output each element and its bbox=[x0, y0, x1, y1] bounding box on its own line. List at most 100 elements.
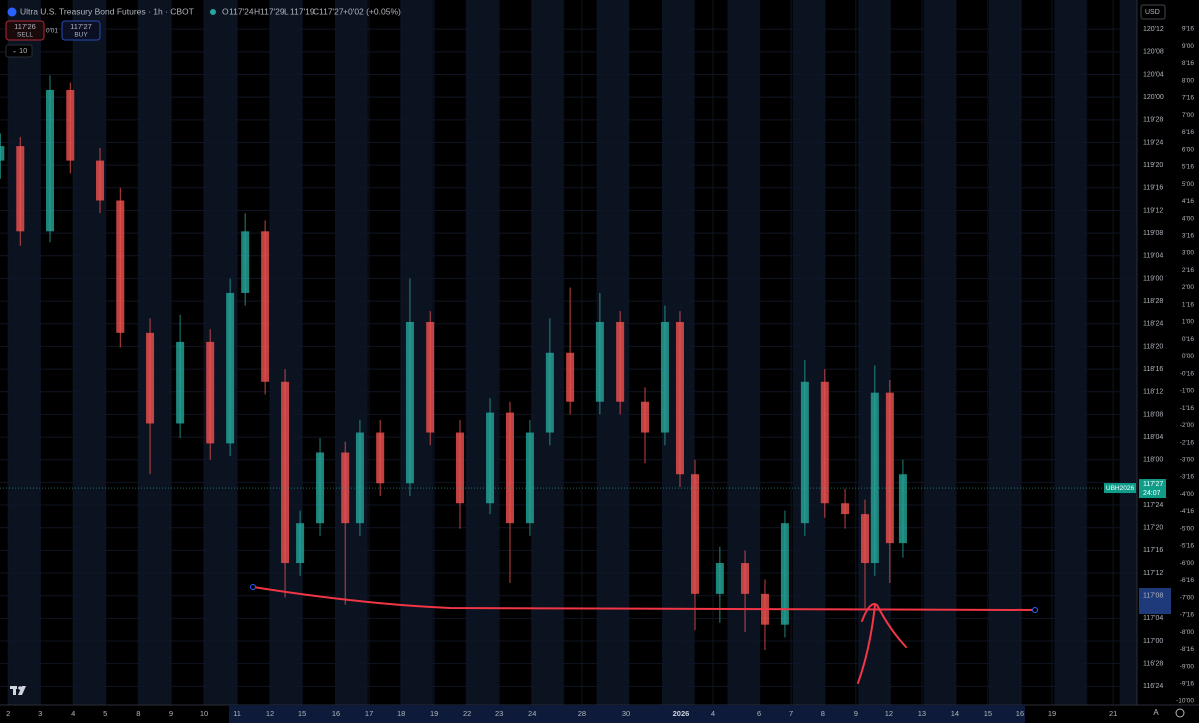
quantity[interactable]: 10 bbox=[19, 46, 27, 55]
x-tick-label: 12 bbox=[266, 709, 274, 718]
candle-body bbox=[426, 321, 435, 433]
y-tick-label: 118'08 bbox=[1143, 411, 1163, 418]
y-tick-label: 120'00 bbox=[1143, 94, 1164, 101]
settings-button[interactable] bbox=[1175, 708, 1185, 718]
candle-body bbox=[46, 89, 55, 232]
y-tick-label: 119'08 bbox=[1143, 230, 1163, 237]
secondary-tick-label: 4'00 bbox=[1182, 215, 1194, 222]
x-tick-label: 2026 bbox=[673, 709, 690, 718]
x-tick-label: 9 bbox=[854, 709, 858, 718]
candle-body bbox=[455, 432, 464, 504]
candle-body bbox=[316, 452, 325, 524]
secondary-tick-label: -9'16 bbox=[1180, 680, 1195, 687]
spread: 0'01 bbox=[46, 28, 58, 35]
candle-body bbox=[16, 146, 25, 232]
price-tag-bg bbox=[1139, 479, 1166, 499]
candle-body bbox=[355, 432, 364, 524]
secondary-tick-label: -5'00 bbox=[1180, 525, 1195, 532]
secondary-tick-label: -2'16 bbox=[1180, 439, 1195, 446]
buy-label[interactable]: BUY bbox=[74, 32, 88, 39]
candle-body bbox=[296, 523, 305, 564]
y-tick-label: 120'08 bbox=[1143, 49, 1164, 56]
ohlc-key: C bbox=[313, 6, 319, 16]
y-tick-label: 118'28 bbox=[1143, 298, 1163, 305]
x-tick-label: 15 bbox=[298, 709, 306, 718]
x-tick-label: 21 bbox=[1109, 709, 1117, 718]
secondary-tick-label: 3'00 bbox=[1182, 250, 1194, 257]
arrow-drawing bbox=[857, 603, 907, 684]
currency-button[interactable] bbox=[1140, 4, 1166, 20]
candle-body bbox=[660, 321, 669, 433]
candle-body bbox=[176, 341, 185, 424]
time-range-highlight bbox=[229, 705, 1025, 723]
candle-body bbox=[595, 321, 604, 402]
x-tick-label: 4 bbox=[71, 709, 75, 718]
candle-body bbox=[116, 200, 125, 333]
candle-body bbox=[66, 89, 75, 161]
market-status bbox=[210, 9, 216, 15]
x-tick-label: 8 bbox=[136, 709, 140, 718]
auto-scale-button[interactable]: A bbox=[1153, 708, 1159, 717]
secondary-tick-label: 5'00 bbox=[1182, 181, 1194, 188]
x-tick-label: 19 bbox=[430, 709, 438, 718]
secondary-tick-label: 1'00 bbox=[1182, 319, 1194, 326]
sell-label[interactable]: SELL bbox=[17, 32, 33, 39]
y-tick-label: 117'12 bbox=[1143, 570, 1163, 577]
secondary-tick-label: 8'00 bbox=[1182, 77, 1194, 84]
x-tick-label: 30 bbox=[622, 709, 630, 718]
y-tick-label: 119'28 bbox=[1143, 117, 1163, 124]
secondary-tick-label: -7'16 bbox=[1180, 612, 1195, 619]
drawing-handle bbox=[1032, 607, 1038, 613]
quantity-box[interactable] bbox=[5, 44, 33, 58]
secondary-tick-label: 5'16 bbox=[1182, 164, 1194, 171]
candle-body bbox=[376, 432, 385, 484]
x-tick-label: 24 bbox=[528, 709, 536, 718]
candle-body bbox=[241, 231, 250, 293]
candle-body bbox=[800, 381, 809, 524]
y-tick-label: 118'24 bbox=[1143, 321, 1163, 328]
secondary-tick-label: -2'00 bbox=[1180, 422, 1195, 429]
secondary-tick-label: -3'00 bbox=[1180, 456, 1195, 463]
change: +0'02 (+0.05%) bbox=[343, 6, 401, 16]
candle-body bbox=[146, 332, 155, 424]
x-tick-label: 15 bbox=[984, 709, 992, 718]
secondary-tick-label: -8'16 bbox=[1180, 646, 1195, 653]
y-tick-label: 118'12 bbox=[1143, 389, 1163, 396]
secondary-tick-label: 0'16 bbox=[1182, 336, 1194, 343]
x-tick-label: 17 bbox=[365, 709, 373, 718]
buy-button[interactable] bbox=[61, 20, 101, 41]
secondary-tick-label: 4'16 bbox=[1182, 198, 1194, 205]
y-tick-label: 118'20 bbox=[1143, 343, 1163, 350]
secondary-tick-label: 8'16 bbox=[1182, 60, 1194, 67]
candle-body bbox=[0, 146, 5, 161]
x-tick-label: 5 bbox=[103, 709, 107, 718]
secondary-tick-label: 2'16 bbox=[1182, 267, 1194, 274]
sell-price[interactable]: 117'26 bbox=[14, 22, 36, 31]
x-tick-label: 2 bbox=[6, 709, 10, 718]
symbol-icon bbox=[7, 7, 17, 17]
buy-price[interactable]: 117'27 bbox=[70, 22, 92, 31]
candle-body bbox=[870, 392, 879, 564]
price-range-highlight bbox=[1139, 588, 1171, 614]
secondary-tick-label: 3'16 bbox=[1182, 232, 1194, 239]
x-tick-label: 22 bbox=[463, 709, 471, 718]
secondary-tick-label: -1'00 bbox=[1180, 388, 1195, 395]
y-tick-label: 119'00 bbox=[1143, 275, 1163, 282]
currency[interactable]: USD bbox=[1145, 9, 1160, 16]
candle-body bbox=[545, 352, 554, 433]
secondary-tick-label: -7'00 bbox=[1180, 594, 1195, 601]
sell-button[interactable] bbox=[5, 20, 45, 41]
candle-body bbox=[616, 321, 625, 402]
y-tick-label: 119'16 bbox=[1143, 185, 1163, 192]
secondary-tick-label: 2'00 bbox=[1182, 284, 1194, 291]
candle-body bbox=[691, 474, 700, 594]
x-tick-label: 3 bbox=[38, 709, 42, 718]
candle-body bbox=[96, 160, 105, 201]
y-tick-label: 119'20 bbox=[1143, 162, 1163, 169]
ohlc-value: 117'24 bbox=[229, 6, 254, 16]
session-bands bbox=[0, 0, 1137, 705]
y-tick-label: 117'24 bbox=[1143, 502, 1163, 509]
y-tick-label: 117'20 bbox=[1143, 525, 1163, 532]
candle-body bbox=[566, 352, 575, 402]
